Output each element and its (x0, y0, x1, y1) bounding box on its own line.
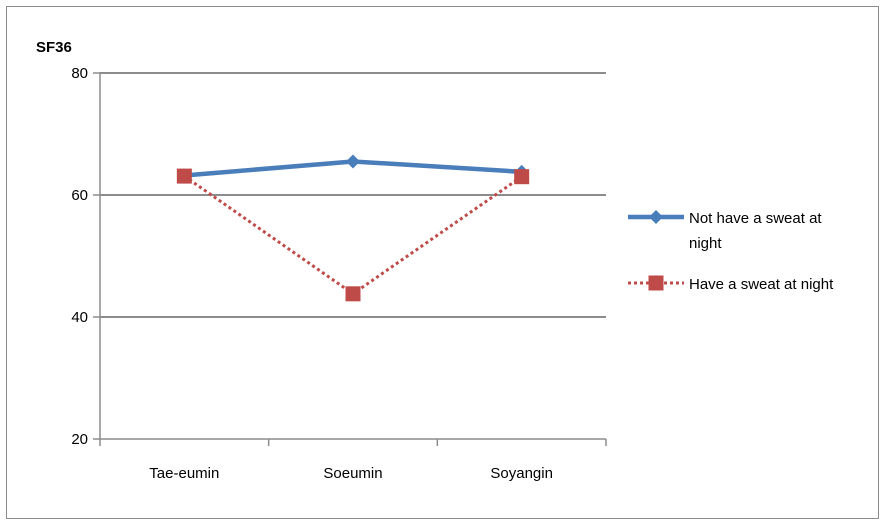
data-point (346, 154, 360, 169)
legend-marker (649, 210, 663, 224)
data-point (345, 286, 361, 302)
series-2 (176, 168, 530, 302)
legend-entry-2: Have a sweat at night (628, 275, 834, 293)
x-tick-label: Soyangin (490, 465, 553, 482)
legend-label: Have a sweat at night (689, 276, 834, 293)
data-point (176, 168, 192, 184)
y-tick-label: 20 (71, 431, 88, 448)
series-1 (177, 154, 529, 183)
legend-label: Not have a sweat at (689, 210, 822, 227)
y-axis-title: SF36 (36, 39, 72, 56)
legend-marker (648, 275, 664, 291)
series-line (183, 174, 523, 296)
y-tick-label: 80 (71, 65, 88, 82)
y-tick-label: 40 (71, 309, 88, 326)
x-tick-label: Tae-eumin (149, 465, 219, 482)
legend-entry-1: Not have a sweat at night (628, 210, 822, 252)
x-tick-label: Soeumin (323, 465, 382, 482)
y-tick-label: 60 (71, 187, 88, 204)
data-point (514, 169, 530, 185)
chart-frame (6, 6, 879, 519)
legend-label: night (689, 235, 722, 252)
